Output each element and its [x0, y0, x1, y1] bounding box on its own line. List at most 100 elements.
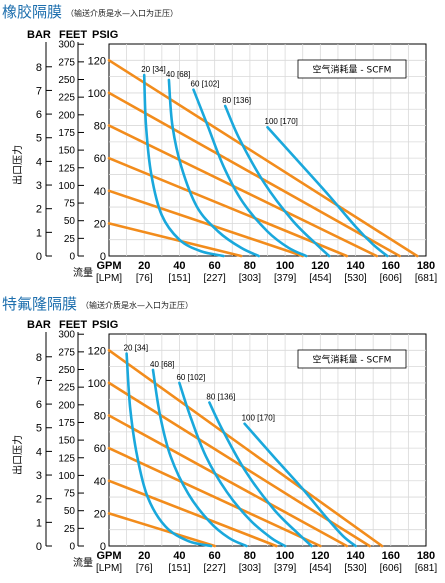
- feet-tick-label: 225: [58, 383, 75, 394]
- psig-tick-label: 120: [88, 55, 106, 67]
- bar-tick-label: 3: [36, 180, 42, 192]
- air-pressure-lines: [107, 59, 419, 258]
- feet-tick-label: 0: [69, 252, 75, 263]
- x-tick-gpm-label: 180: [417, 550, 435, 562]
- x-tick-lpm-label: [LPM]: [96, 563, 122, 574]
- air-consumption-curve: [125, 352, 213, 548]
- air-consumption-curve: [151, 368, 248, 548]
- air-consumption-curve: [243, 422, 357, 548]
- air-consumption-label: 20 [34]: [141, 65, 165, 74]
- x-tick-gpm-label: 80: [244, 550, 256, 562]
- x-tick-gpm-label: 40: [173, 550, 185, 562]
- air-pressure-line: [107, 512, 216, 548]
- air-pressure-line: [107, 124, 378, 258]
- x-tick-lpm-label: [303]: [239, 563, 261, 574]
- bar-unit-label: BAR: [27, 29, 51, 41]
- bar-tick-label: 5: [36, 133, 42, 145]
- x-tick-gpm-label: 40: [173, 260, 185, 272]
- feet-tick-label: 275: [58, 57, 75, 68]
- feet-tick-label: 300: [58, 330, 75, 341]
- bar-tick-label: 7: [36, 375, 42, 387]
- feet-tick-label: 250: [58, 75, 75, 86]
- x-axis-label: 流量: [73, 266, 93, 279]
- x-tick-lpm-label: [303]: [239, 273, 261, 284]
- air-pressure-line: [107, 91, 401, 258]
- x-tick-lpm-label: [LPM]: [96, 273, 122, 284]
- y-axis-label: 出口压力: [11, 145, 24, 185]
- bar-tick-label: 0: [36, 251, 42, 263]
- air-consumption-label: 80 [136]: [222, 96, 251, 105]
- feet-tick-label: 125: [58, 163, 75, 174]
- feet-tick-label: 275: [58, 347, 75, 358]
- x-tick-gpm-label: 20: [138, 550, 150, 562]
- air-pressure-line: [107, 414, 349, 548]
- feet-tick-label: 200: [58, 400, 75, 411]
- x-axis-label: 流量: [73, 556, 93, 569]
- air-consumption-label: 20 [34]: [124, 344, 148, 353]
- bar-tick-label: 4: [36, 446, 42, 458]
- feet-tick-label: 250: [58, 365, 75, 376]
- feet-tick-label: 125: [58, 453, 75, 464]
- x-tick-lpm-label: [379]: [274, 273, 296, 284]
- air-consumption-curves: 20 [34]40 [68]60 [102]80 [136]100 [170]: [141, 65, 389, 258]
- air-consumption-curve: [167, 78, 260, 258]
- x-tick-lpm-label: [454]: [309, 563, 331, 574]
- bar-unit-label: BAR: [27, 319, 51, 331]
- air-consumption-curve: [208, 401, 313, 548]
- air-consumption-label: 60 [102]: [176, 373, 205, 382]
- feet-tick-label: 75: [64, 489, 76, 500]
- x-tick-gpm-label: 180: [417, 260, 435, 272]
- air-consumption-label: 80 [136]: [206, 392, 235, 401]
- air-pressure-line: [107, 156, 349, 258]
- bar-tick-label: 6: [36, 109, 42, 121]
- air-consumption-label: 100 [170]: [265, 117, 298, 126]
- air-pressure-line: [107, 59, 419, 258]
- air-pressure-line: [107, 222, 243, 258]
- feet-tick-label: 175: [58, 128, 75, 139]
- feet-tick-label: 75: [64, 199, 76, 210]
- psig-tick-label: 20: [94, 218, 106, 230]
- chart-title: 橡胶隔膜: [2, 3, 62, 21]
- feet-unit-label: FEET: [59, 319, 87, 331]
- x-tick-gpm-label: 60: [209, 550, 221, 562]
- x-tick-gpm-label: GPM: [96, 260, 121, 272]
- air-consumption-label: 100 [170]: [242, 414, 275, 423]
- x-tick-lpm-label: [227]: [204, 273, 226, 284]
- psig-tick-label: 20: [94, 508, 106, 520]
- bar-tick-label: 4: [36, 156, 42, 168]
- x-tick-gpm-label: 140: [346, 260, 364, 272]
- teflon-diaphragm-chart: 特氟隆隔膜 （输送介质是水—入口为正压） BAR FEET PSIG 出口压力 0 1 2 3 4 5…: [2, 295, 437, 574]
- x-tick-gpm-label: 160: [382, 550, 400, 562]
- x-tick-lpm-label: [151]: [168, 273, 190, 284]
- legend-text: 空气消耗量 - SCFM: [313, 64, 392, 76]
- x-tick-lpm-label: [454]: [309, 273, 331, 284]
- feet-tick-label: 225: [58, 93, 75, 104]
- legend-box: [297, 349, 407, 369]
- y-axis-label: 出口压力: [11, 435, 24, 475]
- psig-tick-label: 100: [88, 378, 106, 390]
- air-consumption-curve: [223, 104, 331, 258]
- psig-tick-label: 60: [94, 443, 106, 455]
- air-consumption-curves: 20 [34]40 [68]60 [102]80 [136]100 [170]: [124, 344, 357, 548]
- bar-tick-label: 8: [36, 352, 42, 364]
- x-tick-lpm-label: [76]: [136, 563, 153, 574]
- chart-subtitle: （输送介质是水—入口为正压）: [66, 8, 178, 18]
- psig-tick-label: 40: [94, 476, 106, 488]
- x-tick-gpm-label: GPM: [96, 550, 121, 562]
- x-tick-lpm-label: [151]: [168, 563, 190, 574]
- air-pressure-line: [107, 189, 304, 258]
- bar-tick-label: 1: [36, 517, 42, 529]
- x-tick-lpm-label: [606]: [380, 273, 402, 284]
- bar-tick-label: 3: [36, 470, 42, 482]
- feet-tick-label: 150: [58, 146, 75, 157]
- chart-subtitle: （输送介质是水—入口为正压）: [81, 300, 193, 310]
- bar-tick-label: 8: [36, 62, 42, 74]
- legend-box: [297, 59, 407, 79]
- feet-tick-label: 100: [58, 471, 75, 482]
- air-pressure-line: [107, 446, 322, 548]
- psig-tick-label: 80: [94, 411, 106, 423]
- bar-tick-label: 7: [36, 85, 42, 97]
- feet-tick-label: 0: [69, 542, 75, 553]
- x-tick-lpm-label: [681]: [415, 273, 437, 284]
- feet-tick-label: 50: [64, 216, 76, 227]
